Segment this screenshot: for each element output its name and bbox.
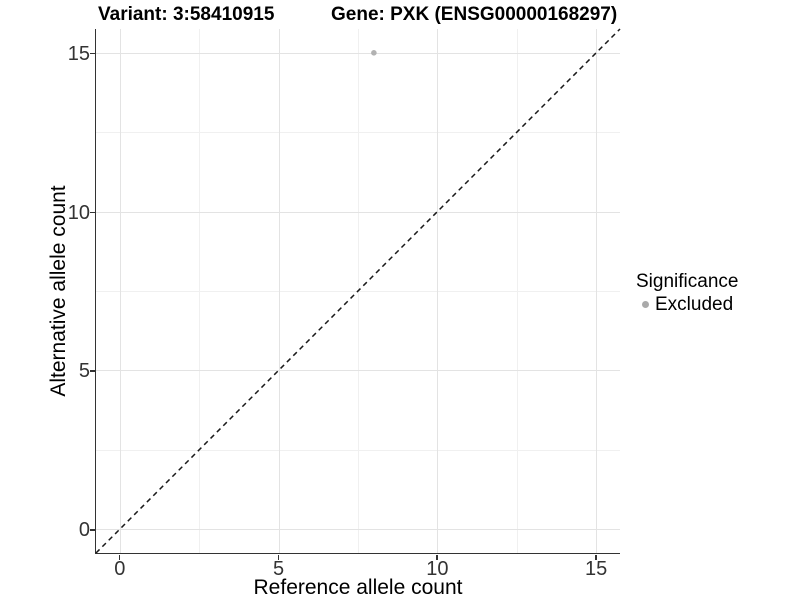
plot-panel [95, 28, 621, 554]
x-tick-label: 10 [426, 558, 449, 580]
legend: Significance Excluded [636, 270, 738, 316]
x-tick-label: 15 [585, 558, 608, 580]
legend-point-icon [642, 301, 649, 308]
gridline-major [96, 370, 620, 372]
y-tick-label: 10 [67, 201, 90, 224]
x-tick-mark [595, 555, 597, 560]
y-axis-title: Alternative allele count [47, 185, 70, 397]
x-tick-mark [277, 555, 280, 560]
gridline-major [596, 29, 598, 553]
legend-item-label: Excluded [655, 294, 734, 315]
gridline-minor [96, 132, 620, 134]
y-tick-mark [90, 370, 95, 372]
gridline-major [437, 29, 439, 553]
legend-title: Significance [636, 271, 739, 292]
data-point [371, 50, 377, 56]
plot-overlay [95, 28, 621, 554]
y-tick-label: 15 [67, 42, 90, 65]
x-tick-mark [118, 555, 121, 560]
x-axis-title: Reference allele count [253, 576, 463, 599]
identity-reference-line [95, 28, 621, 554]
gridline-major [278, 29, 280, 553]
y-tick-label: 5 [78, 360, 90, 383]
y-tick-label: 0 [78, 519, 90, 542]
y-tick-mark [90, 529, 95, 531]
plot-title-gene: Gene: PXK (ENSG00000168297) [331, 4, 618, 25]
gridline-minor [96, 449, 620, 451]
legend-item: Excluded [636, 293, 738, 316]
gridline-major [119, 29, 121, 553]
gridline-major [96, 211, 620, 213]
y-tick-mark [90, 211, 95, 214]
y-tick-mark [90, 52, 95, 55]
gridline-major [96, 52, 620, 54]
legend-items: Excluded [636, 293, 738, 316]
x-tick-mark [436, 555, 438, 560]
gridline-major [96, 529, 620, 531]
x-tick-label: 5 [273, 558, 285, 580]
x-tick-label: 0 [114, 558, 126, 580]
plot-title-variant: Variant: 3:58410915 [98, 4, 275, 25]
